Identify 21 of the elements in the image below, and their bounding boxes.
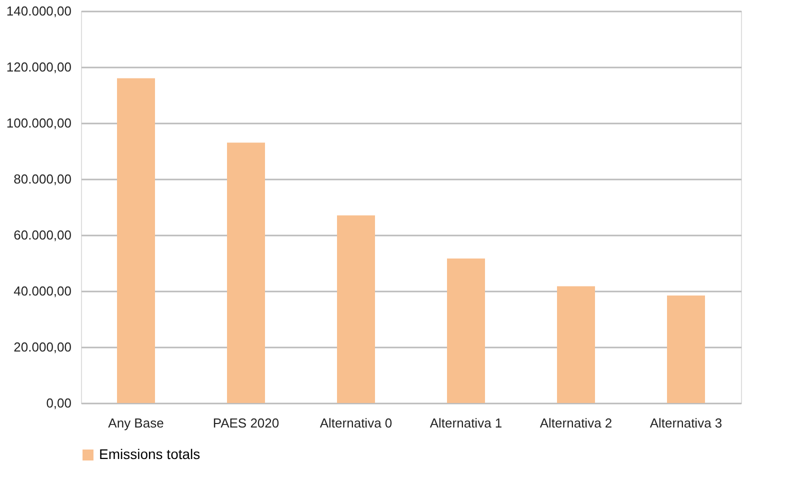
x-tick-label: Alternativa 1 xyxy=(430,416,502,430)
bar xyxy=(117,78,155,403)
bar xyxy=(557,286,595,403)
x-tick-label: PAES 2020 xyxy=(212,416,280,430)
x-tick-label: Any Base xyxy=(108,416,164,430)
bar xyxy=(227,142,265,403)
x-tick-label: Alternativa 3 xyxy=(650,416,722,430)
y-tick-label: 40.000,00 xyxy=(14,284,72,298)
x-tick-label: Alternativa 2 xyxy=(540,416,612,430)
y-tick-label: 80.000,00 xyxy=(14,172,72,186)
y-tick-label: 100.000,00 xyxy=(6,116,72,130)
y-tick-label: 140.000,00 xyxy=(6,4,72,18)
y-tick-label: 20.000,00 xyxy=(14,340,72,354)
bar xyxy=(447,258,485,403)
y-tick-label: 120.000,00 xyxy=(6,60,72,74)
y-tick-label: 0,00 xyxy=(46,396,72,410)
bar xyxy=(337,215,375,403)
legend-label: Emissions totals xyxy=(99,446,200,462)
x-tick-label: Alternativa 0 xyxy=(320,416,392,430)
y-tick-label: 60.000,00 xyxy=(14,228,72,242)
bar xyxy=(667,295,705,403)
